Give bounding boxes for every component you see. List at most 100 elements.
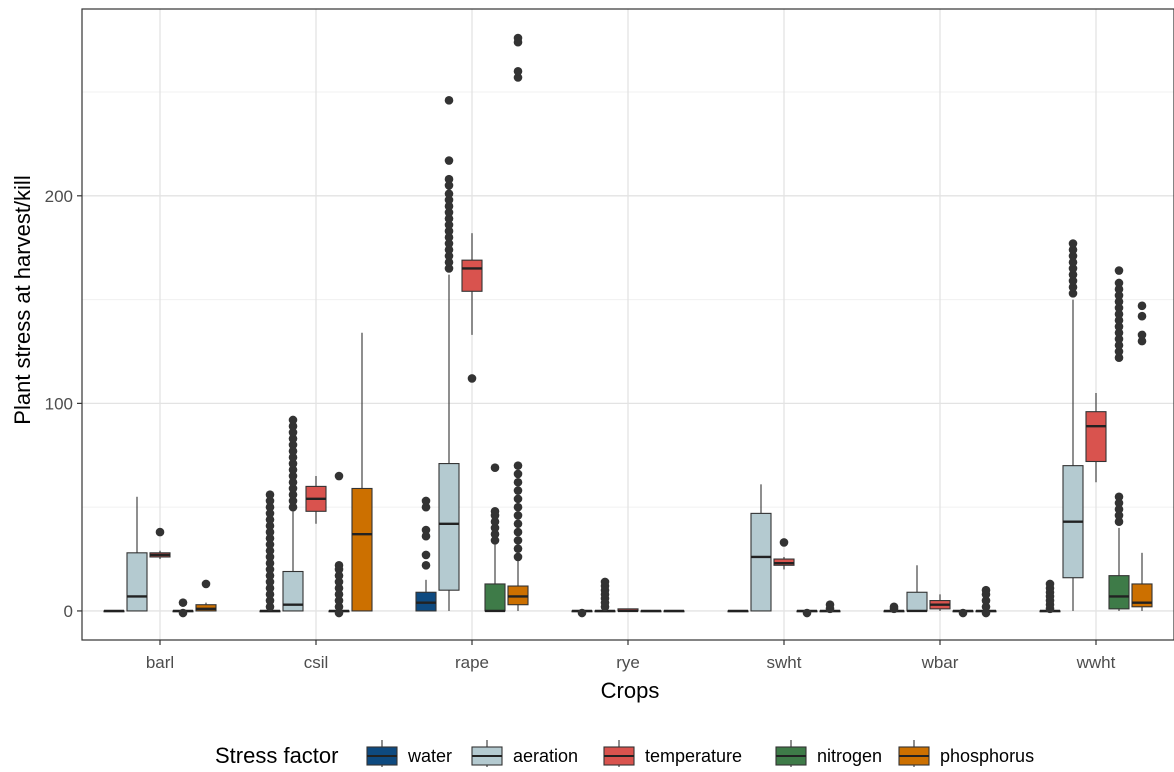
outlier-point — [288, 465, 298, 475]
outlier-point — [1068, 282, 1078, 292]
axis-layer: 0 100 200 barl csil rape rye swht wbar wwht — [45, 187, 1116, 672]
outlier-point — [265, 590, 275, 599]
outlier-point — [178, 598, 188, 607]
outlier-point — [444, 189, 454, 199]
legend-label: aeration — [513, 746, 578, 766]
outlier-point — [288, 434, 298, 443]
outlier-point — [1137, 301, 1147, 311]
outlier-point — [421, 525, 431, 535]
box-group-temperature-wbar — [929, 594, 951, 611]
x-tick-label: wbar — [921, 653, 959, 672]
outlier-point — [1114, 340, 1124, 350]
outlier-point — [825, 600, 835, 610]
outlier-point — [444, 251, 454, 261]
outlier-point — [421, 560, 431, 570]
outlier-point — [981, 585, 991, 595]
box-body — [438, 463, 460, 591]
x-tick-label: csil — [304, 653, 329, 672]
outlier-point — [513, 73, 523, 82]
outlier-point — [1114, 284, 1124, 294]
outlier-point — [265, 546, 275, 556]
outlier-point — [334, 571, 344, 580]
outlier-point — [513, 519, 523, 529]
outlier-point — [421, 531, 431, 541]
box-group-aeration-rape — [438, 96, 460, 611]
box-group-temperature-barl — [149, 527, 171, 560]
outlier-point — [444, 239, 454, 248]
box-group-phosphorus-barl — [195, 579, 217, 612]
outlier-point — [265, 509, 275, 518]
legend-label: water — [407, 746, 452, 766]
legend-label: nitrogen — [817, 746, 882, 766]
outlier-point — [444, 245, 454, 255]
outlier-point — [1045, 579, 1055, 589]
box-body — [1131, 583, 1153, 608]
outlier-point — [513, 536, 523, 545]
outlier-point — [1137, 330, 1147, 340]
outlier-point — [1114, 297, 1124, 306]
outlier-point — [513, 494, 523, 504]
outlier-point — [779, 538, 789, 547]
box-group-aeration-rye — [594, 577, 616, 613]
legend-entry-nitrogen: nitrogen — [775, 740, 882, 772]
legend-entry-temperature: temperature — [603, 740, 742, 772]
x-tick-label: wwht — [1076, 653, 1116, 672]
outlier-point — [1114, 517, 1124, 526]
box-group-temperature-wwht — [1085, 392, 1107, 483]
outlier-point — [288, 459, 298, 468]
outlier-point — [334, 583, 344, 593]
outlier-point — [577, 608, 587, 618]
outlier-point — [1114, 498, 1124, 508]
y-axis-title: Plant stress at harvest/kill — [10, 175, 35, 424]
outlier-point — [981, 608, 991, 618]
box-body — [750, 512, 772, 612]
outlier-point — [1114, 353, 1124, 363]
legend-entry-phosphorus: phosphorus — [898, 740, 1034, 772]
outlier-point — [490, 536, 500, 545]
outlier-point — [1068, 289, 1078, 298]
outlier-point — [265, 496, 275, 506]
box-group-nitrogen-swht — [796, 608, 818, 618]
box-group-aeration-swht — [750, 484, 772, 612]
outlier-point — [421, 496, 431, 506]
legend-title: Stress factor — [215, 743, 338, 767]
legend-label: temperature — [645, 746, 742, 766]
outlier-point — [265, 490, 275, 500]
outlier-point — [1068, 239, 1078, 248]
outlier-point — [444, 201, 454, 211]
outlier-point — [600, 577, 610, 587]
box-group-phosphorus-csil — [351, 332, 373, 612]
x-tick-label: rye — [616, 653, 640, 672]
outlier-point — [334, 590, 344, 599]
outlier-point — [1068, 257, 1078, 267]
box-group-aeration-barl — [126, 496, 148, 612]
box-group-water-wbar — [883, 602, 905, 614]
outlier-point — [288, 484, 298, 493]
box-group-nitrogen-rye — [640, 609, 662, 613]
outlier-point — [265, 533, 275, 543]
legend-label: phosphorus — [940, 746, 1034, 766]
outlier-point — [265, 583, 275, 593]
outlier-point — [490, 517, 500, 526]
legend: Stress factor water aeration temperature nit… — [215, 740, 1034, 772]
box-group-phosphorus-wbar — [975, 585, 997, 618]
outlier-point — [334, 608, 344, 618]
box-group-phosphorus-rape — [507, 33, 529, 611]
outlier-point — [265, 577, 275, 587]
outlier-point — [334, 471, 344, 481]
outlier-point — [513, 461, 523, 470]
box-group-phosphorus-swht — [819, 600, 841, 614]
box-group-nitrogen-csil — [328, 471, 350, 618]
outlier-point — [802, 608, 812, 618]
y-tick-label: 0 — [64, 602, 73, 621]
outlier-point — [1068, 251, 1078, 261]
outlier-point — [1114, 322, 1124, 331]
outlier-point — [288, 415, 298, 425]
outlier-point — [334, 577, 344, 587]
outlier-point — [288, 428, 298, 437]
y-tick-label: 200 — [45, 187, 73, 206]
outlier-point — [513, 511, 523, 520]
outlier-point — [958, 608, 968, 618]
